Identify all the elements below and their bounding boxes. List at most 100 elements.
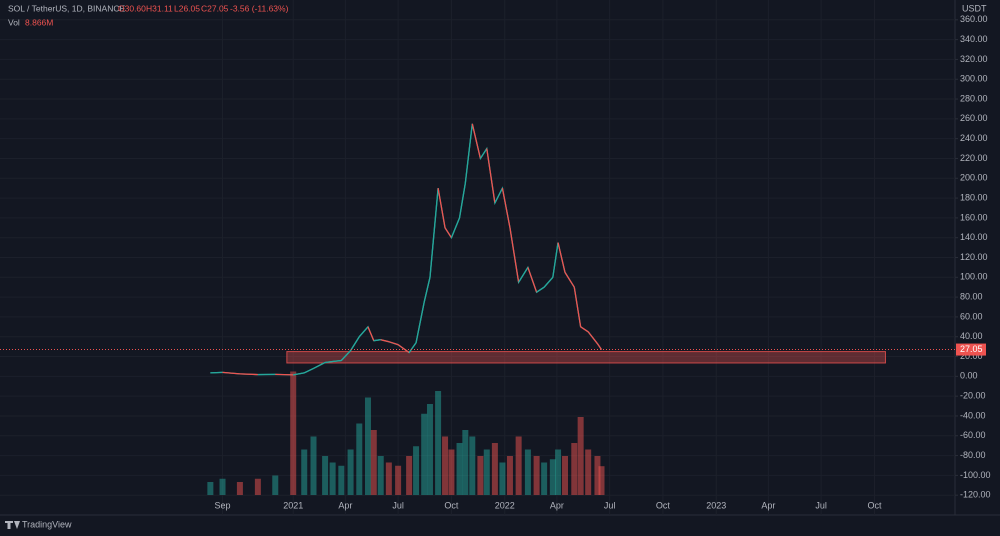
volume-bar [219, 478, 226, 495]
price-segment [423, 277, 431, 303]
volume-bar [442, 436, 449, 495]
ohlc-low: L26.05 [174, 3, 200, 13]
price-segment [380, 339, 389, 343]
price-segment [415, 301, 425, 343]
volume-bar [585, 449, 592, 495]
volume-bar [533, 456, 540, 495]
y-tick-label: 140.00 [960, 232, 988, 242]
price-segment [536, 286, 545, 293]
y-tick-label: 120.00 [960, 252, 988, 262]
price-segment [501, 188, 511, 228]
price-segment [557, 242, 566, 273]
y-tick-label: 320.00 [960, 54, 988, 64]
last-price-box [956, 343, 986, 356]
price-segment [332, 359, 342, 363]
volume-bar [435, 391, 442, 495]
volume-bar [301, 449, 308, 495]
volume-bar [562, 456, 569, 495]
volume-bar [406, 456, 413, 495]
support-zone [286, 351, 886, 364]
volume-bar [377, 456, 384, 495]
y-tick-label: 240.00 [960, 133, 988, 143]
volume-bar [370, 430, 377, 495]
price-segment [479, 148, 488, 159]
price-segment [471, 123, 482, 159]
y-tick-label: 360.00 [960, 14, 988, 24]
x-tick-label: Apr [761, 500, 775, 510]
price-segment [313, 361, 326, 370]
volume-bar [477, 456, 484, 495]
volume-bar [207, 482, 214, 495]
price-segment [564, 272, 575, 288]
volume-label: Vol [8, 17, 20, 27]
x-tick-label: Apr [550, 500, 564, 510]
volume-bar [347, 449, 354, 495]
volume-bar [356, 423, 363, 495]
volume-bar [483, 449, 490, 495]
grid [0, 0, 955, 515]
y-tick-label: -80.00 [960, 450, 986, 460]
volume-bar [549, 459, 556, 495]
volume-bar [491, 443, 498, 495]
price-segment [222, 371, 240, 375]
volume-bar [272, 475, 279, 495]
price-segment [464, 123, 473, 184]
volume-bar [555, 449, 562, 495]
volume-bar [236, 482, 243, 495]
x-tick-label: Jul [604, 500, 616, 510]
volume-bar [426, 404, 433, 495]
y-tick-label: -60.00 [960, 430, 986, 440]
x-tick-label: Jul [815, 500, 827, 510]
y-tick-label: 80.00 [960, 291, 983, 301]
price-segment [486, 148, 496, 204]
price-segment [458, 183, 466, 218]
y-tick-label: 40.00 [960, 331, 983, 341]
x-tick-label: Oct [867, 500, 882, 510]
price-segment [239, 373, 258, 376]
plot [207, 123, 886, 495]
volume-bar [329, 462, 336, 495]
y-tick-label: 260.00 [960, 113, 988, 123]
price-segment [325, 360, 333, 364]
y-tick-label: 340.00 [960, 34, 988, 44]
volume-bar [499, 462, 506, 495]
x-tick-label: Oct [656, 500, 671, 510]
price-segment [340, 350, 352, 361]
y-tick-label: 200.00 [960, 173, 988, 183]
price-segment [293, 372, 305, 376]
x-tick-label: Oct [444, 500, 459, 510]
volume-bar [577, 417, 584, 495]
symbol: SOL / TetherUS, 1D, BINANCE [8, 3, 125, 13]
price-segment [552, 242, 559, 278]
ohlc-close: C27.05 [201, 3, 229, 13]
price-segment [408, 342, 417, 353]
axis-unit: USDT [962, 3, 987, 13]
price-segment [587, 331, 598, 345]
brand[interactable]: TradingView [22, 519, 72, 529]
brand-logo [5, 521, 20, 529]
volume-bar [506, 456, 513, 495]
last-price-label: 27.05 [960, 344, 983, 354]
volume-value: 8.866M [25, 17, 53, 27]
volume-bar [524, 449, 531, 495]
price-segment [509, 227, 520, 283]
y-tick-label: 0.00 [960, 371, 978, 381]
y-tick-label: 20.00 [960, 351, 983, 361]
price-segment [450, 217, 461, 238]
volume-bar [413, 446, 420, 495]
y-tick-label: 160.00 [960, 212, 988, 222]
volume-bar [385, 462, 392, 495]
volume-bar [338, 465, 345, 495]
price-segment [437, 188, 446, 228]
y-tick-label: 180.00 [960, 192, 988, 202]
volume-bar [456, 443, 463, 495]
x-tick-label: Apr [338, 500, 352, 510]
y-tick-label: -20.00 [960, 391, 986, 401]
y-tick-label: 100.00 [960, 272, 988, 282]
volume-bar [469, 436, 476, 495]
volume-bar [448, 449, 455, 495]
volume-bar [364, 397, 371, 495]
price-segment [444, 227, 452, 239]
